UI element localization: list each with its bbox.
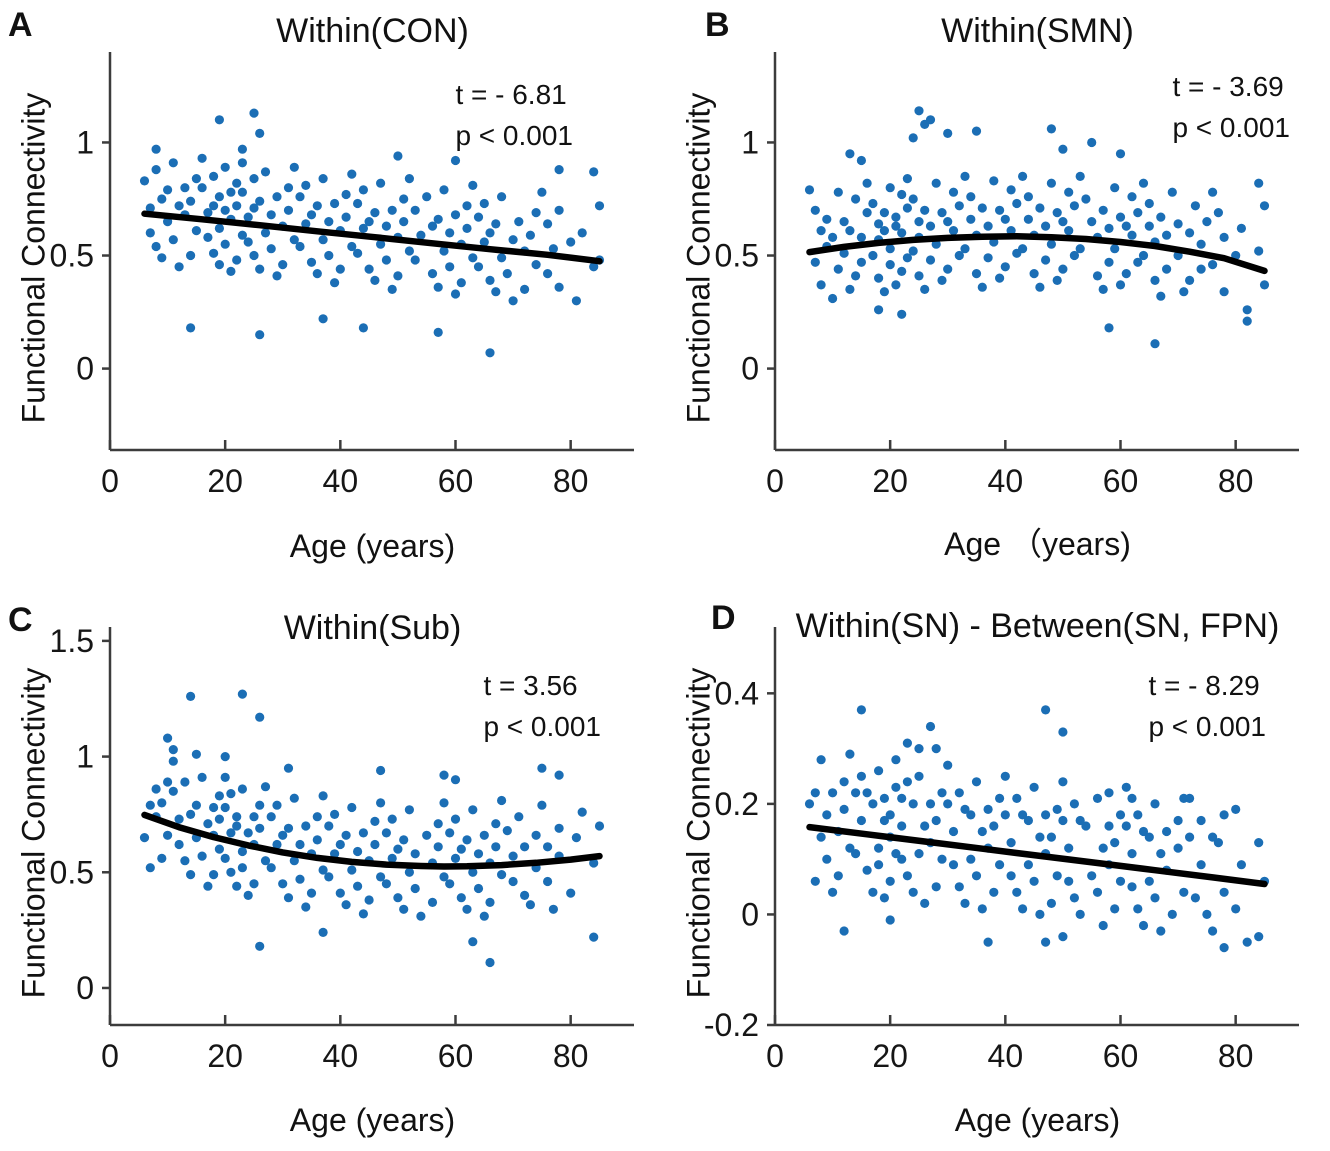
svg-text:0: 0 <box>766 463 784 499</box>
x-axis-title: Age (years) <box>289 528 456 564</box>
panel-d: 0 20 40 60 80 -0.2 0 0.2 0.4 D Within(SN) - Betw… <box>665 575 1330 1151</box>
svg-text:1.5: 1.5 <box>50 623 94 659</box>
x-axis-title: Age (years) <box>954 1102 1121 1138</box>
panel-title: Within(SN) - Between(SN, FPN) <box>795 607 1280 645</box>
scatter-plot-sub: 0 20 40 60 80 0 0.5 1 1.5 <box>50 623 634 1074</box>
svg-text:0.4: 0.4 <box>715 675 759 711</box>
svg-text:20: 20 <box>872 463 908 499</box>
scatter-plot-sn-fpn: 0 20 40 60 80-0.200.20.4 <box>704 627 1299 1074</box>
svg-text:1: 1 <box>741 124 759 160</box>
svg-text:40: 40 <box>988 463 1024 499</box>
svg-text:0: 0 <box>766 1038 784 1074</box>
stats-annotation: t = 3.56 p < 0.001 <box>483 665 601 747</box>
svg-text:80: 80 <box>1218 463 1254 499</box>
svg-text:0: 0 <box>76 970 94 1006</box>
svg-text:0.2: 0.2 <box>715 786 759 822</box>
svg-text:20: 20 <box>207 1038 243 1074</box>
svg-text:0.5: 0.5 <box>50 238 94 274</box>
t-value-label: t = - 8.29 <box>1148 670 1260 701</box>
panel-title: Within(Sub) <box>283 609 462 647</box>
t-value-label: t = 3.56 <box>483 670 578 701</box>
svg-text:-0.2: -0.2 <box>704 1007 759 1043</box>
svg-text:0: 0 <box>741 351 759 387</box>
p-value-label: p < 0.001 <box>455 120 573 151</box>
svg-text:60: 60 <box>438 463 474 499</box>
svg-text:0.5: 0.5 <box>715 238 759 274</box>
p-value-label: p < 0.001 <box>1172 112 1290 143</box>
svg-text:80: 80 <box>1218 1038 1254 1074</box>
p-value-label: p < 0.001 <box>1148 711 1266 742</box>
svg-text:60: 60 <box>438 1038 474 1074</box>
panel-letter: C <box>8 601 33 639</box>
x-axis-title: Age (years) <box>289 1102 456 1138</box>
y-axis-title: Functional Connectivity <box>15 92 52 424</box>
svg-text:20: 20 <box>207 463 243 499</box>
svg-text:0: 0 <box>76 351 94 387</box>
svg-text:80: 80 <box>553 1038 589 1074</box>
svg-text:40: 40 <box>323 1038 359 1074</box>
t-value-label: t = - 6.81 <box>455 79 567 110</box>
svg-text:0: 0 <box>101 463 119 499</box>
panel-c: 0 20 40 60 80 0 0.5 1 1.5 C Within(Sub) t = 3.56… <box>0 575 665 1151</box>
stats-annotation: t = - 3.69 p < 0.001 <box>1172 66 1290 148</box>
panel-title: Within(CON) <box>276 12 469 50</box>
y-axis-title: Functional Connectivity <box>15 667 52 999</box>
svg-text:0: 0 <box>101 1038 119 1074</box>
y-axis-title: Functional Connectivity <box>680 92 717 424</box>
svg-text:40: 40 <box>323 463 359 499</box>
svg-text:60: 60 <box>1103 1038 1139 1074</box>
panel-title: Within(SMN) <box>941 12 1134 50</box>
panel-letter: B <box>705 6 730 44</box>
svg-text:1: 1 <box>76 739 94 775</box>
scatter-plot-con: 0 20 40 60 80 0 0.5 1 <box>50 52 634 499</box>
svg-text:80: 80 <box>553 463 589 499</box>
svg-text:40: 40 <box>988 1038 1024 1074</box>
panel-letter: D <box>711 599 736 637</box>
scatter-plot-smn: 0 20 40 60 80 0 0.5 1 <box>715 52 1299 499</box>
stats-annotation: t = - 8.29 p < 0.001 <box>1148 665 1266 747</box>
p-value-label: p < 0.001 <box>483 711 601 742</box>
t-value-label: t = - 3.69 <box>1172 71 1284 102</box>
panel-letter: A <box>8 6 33 44</box>
panel-a: 0 20 40 60 80 0 0.5 1 A Within(CON) t = - 6.81 … <box>0 0 665 575</box>
y-axis-title: Functional Connectivity <box>680 667 717 999</box>
panel-b: 0 20 40 60 80 0 0.5 1 B Within(SMN) t = - 3.69 … <box>665 0 1330 575</box>
svg-text:20: 20 <box>872 1038 908 1074</box>
stats-annotation: t = - 6.81 p < 0.001 <box>455 74 573 156</box>
svg-text:0.5: 0.5 <box>50 854 94 890</box>
svg-text:0: 0 <box>741 896 759 932</box>
x-axis-title: Age （years) <box>944 526 1131 562</box>
svg-text:60: 60 <box>1103 463 1139 499</box>
svg-text:1: 1 <box>76 124 94 160</box>
